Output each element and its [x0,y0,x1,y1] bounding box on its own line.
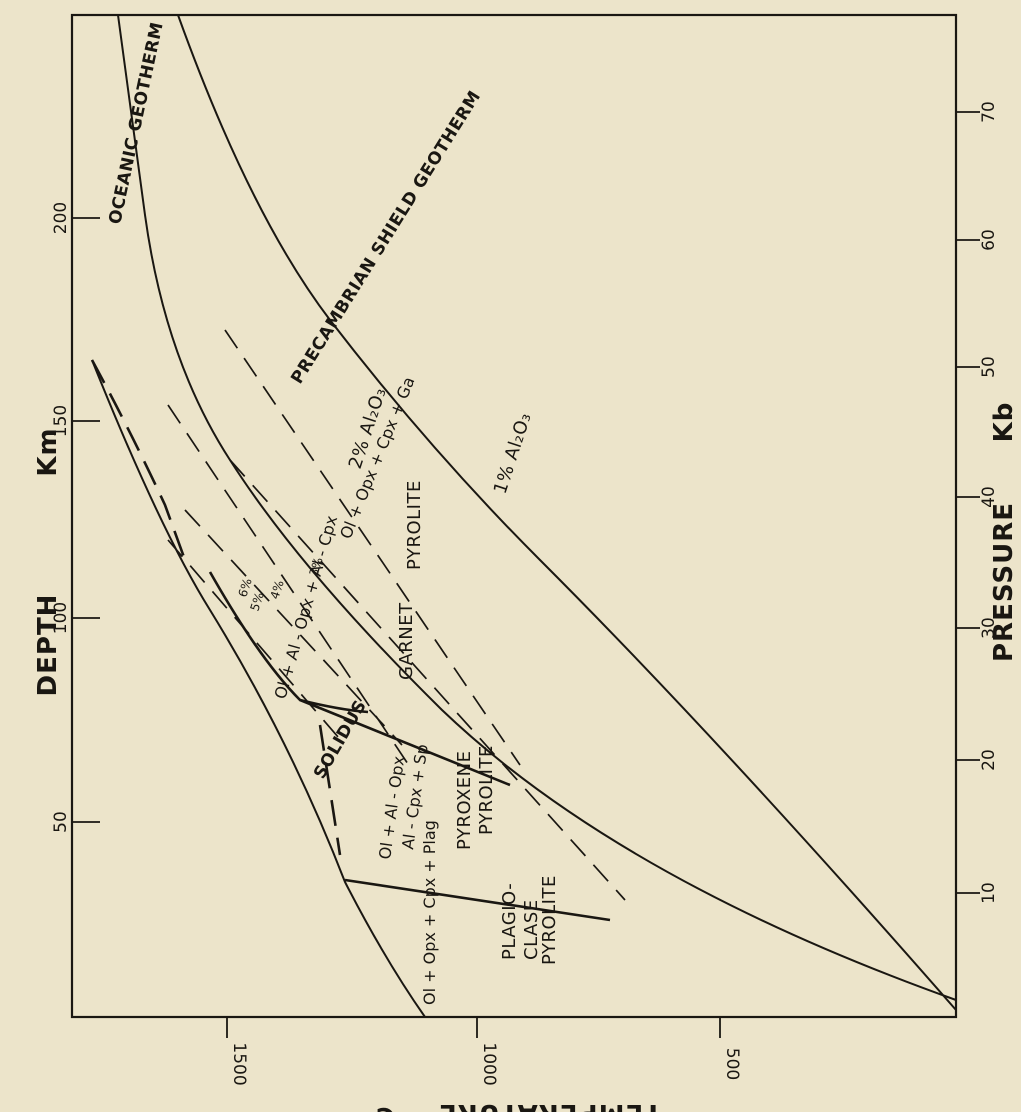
pressure-tick-label: 20 [979,749,999,771]
isopleth-4pct [184,509,403,746]
aluminous-assemblage-label: Ol + Al - Opx + Al - Cpx [271,513,342,701]
garnet-pyrolite-label: PYROLITE [404,480,425,570]
plagioclase-rock-label-2: CLASE [521,899,542,960]
isopleth-5pct-label: 5% [248,590,267,612]
temp-tick-label: 1500 [229,1042,249,1085]
pressure-tick-label: 60 [979,229,999,251]
plagioclase-rock-label-1: PLAGIO- [499,883,520,960]
depth-tick-label: 50 [51,811,71,833]
temperature-axis-title: TEMPERATURE [438,1098,662,1112]
pressure-tick-label: 10 [979,882,999,904]
pressure-tick-label: 40 [979,486,999,508]
isopleth-4pct-label: 4% [268,578,287,600]
pyroxene-boundary-dashed [318,724,342,856]
depth-axis: 50 100 150 200 DEPTH Km [33,202,100,833]
isopleth-5pct [167,539,346,746]
pressure-axis-title: PRESSURE [989,502,1019,662]
solidus-extension [90,359,187,561]
garnet-rock-label: GARNET [396,602,417,680]
isopleth-3pct-label: 3% [307,555,326,577]
depth-tick-label: 200 [51,202,71,234]
isopleth-1pct-label: 1% Al₂O₃ [490,410,536,497]
depth-tick-label: 150 [51,405,71,437]
temperature-axis-unit: °C [375,1101,409,1112]
depth-tick-label: 100 [51,602,71,634]
pyroxene-rock-label-1: PYROXENE [454,750,475,850]
garnet-spinel-boundary [299,698,511,787]
solidus-curve [91,359,426,1018]
depth-axis-unit: Km [33,427,63,476]
oceanic-geotherm-label: OCEANIC GEOTHERM [105,20,167,226]
pressure-tick-label: 50 [979,356,999,378]
pressure-tick-label: 30 [979,617,999,639]
plagioclase-assemblage-label: Ol + Opx + Cpx + Plag [420,820,439,1005]
shield-geotherm-curve [177,14,957,1011]
plagioclase-rock-label-3: PYROLITE [539,875,560,965]
oceanic-geotherm-curve [117,14,957,1001]
isopleth-2pct [224,329,521,766]
pressure-axis: 10 20 30 40 50 60 70 PRESSURE Kb [956,101,1019,904]
isopleth-1pct [229,459,626,901]
pressure-axis-unit: Kb [989,402,1019,443]
shield-geotherm-label: PRECAMBRIAN SHIELD GEOTHERM [287,87,485,387]
pressure-tick-label: 70 [979,101,999,123]
garnet-boundary-upper [208,571,369,714]
temperature-axis: 1500 1000 500 TEMPERATURE °C [226,1017,742,1112]
temp-tick-label: 500 [722,1048,742,1080]
plot-frame [70,13,958,1019]
isopleth-3pct [167,404,413,771]
plagioclase-boundary [344,878,611,922]
temp-tick-label: 1000 [479,1042,499,1085]
pyroxene-rock-label-2: PYROLITE [476,745,497,835]
isopleth-6pct-label: 6% [236,576,255,598]
depth-axis-title: DEPTH [33,594,63,697]
